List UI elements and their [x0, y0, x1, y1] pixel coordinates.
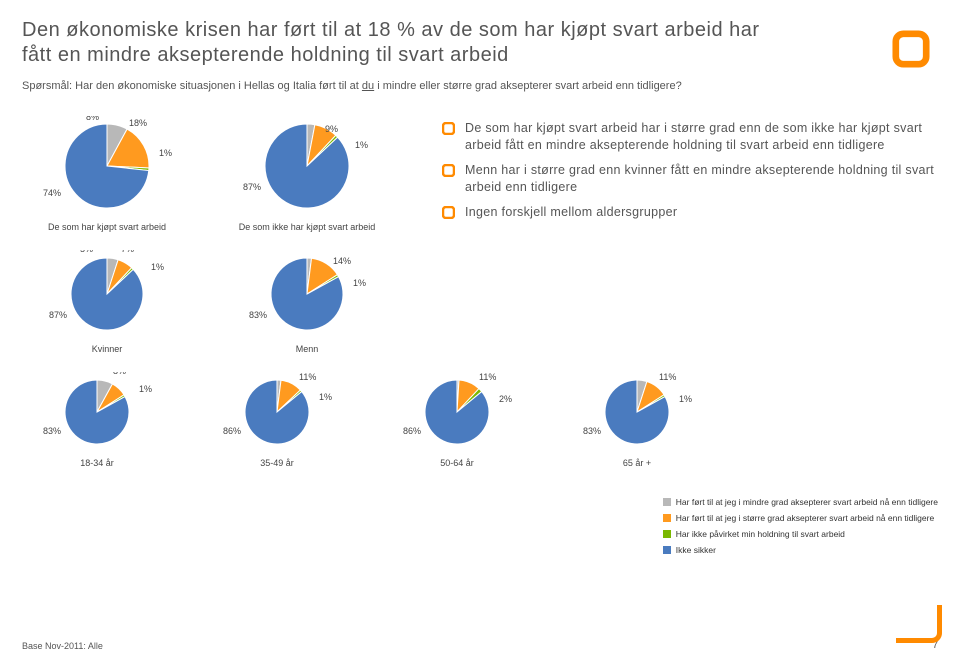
legend-item: Har ført til at jeg i mindre grad aksept…: [663, 497, 938, 507]
footer-note: Base Nov-2011: Alle: [22, 641, 103, 651]
legend-swatch: [663, 498, 671, 506]
brand-icon: [892, 30, 930, 68]
chart-column: 1%11%2%86%50-64 år: [382, 372, 532, 468]
bullet-list: De som har kjøpt svart arbeid har i stør…: [422, 116, 938, 228]
legend-label: Har ført til at jeg i mindre grad aksept…: [676, 497, 938, 507]
slice-label: 11%: [299, 372, 316, 382]
legend-item: Har ført til at jeg i større grad aksept…: [663, 513, 938, 523]
slice-label: 1%: [319, 392, 332, 402]
chart-caption: 65 år +: [623, 458, 651, 468]
bullet-text: Menn har i større grad enn kvinner fått …: [465, 162, 938, 196]
slice-label: 87%: [49, 310, 67, 320]
slice-label: 14%: [333, 256, 351, 266]
chart-caption: Menn: [296, 344, 319, 354]
chart-column: 2%11%1%86%35-49 år: [202, 372, 352, 468]
chart-caption: De som ikke har kjøpt svart arbeid: [239, 222, 376, 232]
pie-chart: 5% 7% 1% 87%: [36, 250, 178, 338]
slice-label: 1%: [139, 384, 152, 394]
slice-label: 11%: [659, 372, 676, 382]
slice-label: 1%: [679, 394, 692, 404]
slice-label: 5%: [80, 250, 93, 254]
chart-caption: Kvinner: [92, 344, 123, 354]
slice-label: 1%: [355, 140, 368, 150]
slice-label: 86%: [223, 426, 241, 436]
chart-caption: 50-64 år: [440, 458, 474, 468]
chart-row-2: 5%7%1%87%Kvinner2%14%1%83%Menn: [22, 250, 938, 354]
slice-label: 1%: [159, 148, 172, 158]
legend-swatch: [663, 514, 671, 522]
chart-caption: 18-34 år: [80, 458, 114, 468]
slice-label: 83%: [583, 426, 601, 436]
chart-column: 5% 7% 1% 87% Kvinner: [22, 250, 192, 354]
pie-chart: 8% 8% 1% 83%: [30, 372, 164, 452]
slice-label: 83%: [249, 310, 267, 320]
legend-item: Ikke sikker: [663, 545, 938, 555]
chart-row-1: 8% 18% 1% 74% De som har kjøpt svart arbeid 3…: [22, 116, 938, 232]
bullet-item: Ingen forskjell mellom aldersgrupper: [442, 204, 938, 221]
question-underlined: du: [362, 80, 374, 92]
slice-label: 8%: [72, 372, 85, 374]
slice-label: 74%: [43, 188, 61, 198]
legend-swatch: [663, 530, 671, 538]
question-prefix: Spørsmål: Har den økonomiske situasjonen…: [22, 80, 362, 92]
question-suffix: i mindre eller større grad aksepterer sv…: [374, 80, 682, 92]
question-text: Spørsmål: Har den økonomiske situasjonen…: [22, 80, 842, 92]
slice-label: 5%: [612, 372, 625, 374]
slice-label: 2%: [499, 394, 512, 404]
pie-chart: 1%11%2%86%: [390, 372, 524, 452]
slice-label: 86%: [403, 426, 421, 436]
pie-chart: 2%11%1%86%: [210, 372, 344, 452]
legend-label: Har ikke påvirket min holdning til svart…: [676, 529, 845, 539]
pie-chart: 5% 11% 1% 83%: [570, 372, 704, 452]
chart-caption: De som har kjøpt svart arbeid: [48, 222, 166, 232]
slice-label: 1%: [151, 262, 164, 272]
legend-label: Har ført til at jeg i større grad aksept…: [676, 513, 934, 523]
chart-column: 8% 18% 1% 74% De som har kjøpt svart arbeid: [22, 116, 192, 232]
chart-caption: 35-49 år: [260, 458, 294, 468]
legend: Har ført til at jeg i mindre grad aksept…: [663, 497, 938, 561]
slice-label: 3%: [300, 116, 313, 118]
pie-chart: 8% 18% 1% 74%: [30, 116, 184, 216]
legend-label: Ikke sikker: [676, 545, 716, 555]
chart-column: 5% 11% 1% 83% 65 år +: [562, 372, 712, 468]
legend-item: Har ikke påvirket min holdning til svart…: [663, 529, 938, 539]
legend-swatch: [663, 546, 671, 554]
slice-label: 1%: [353, 278, 366, 288]
slice-label: 9%: [325, 124, 338, 134]
pie-chart: 3% 9% 1% 87%: [230, 116, 384, 216]
page-title: Den økonomiske krisen har ført til at 18…: [22, 18, 782, 68]
slice-label: 8%: [113, 372, 126, 376]
slice-label: 8%: [86, 116, 99, 122]
corner-accent: [896, 605, 942, 643]
bullet-text: Ingen forskjell mellom aldersgrupper: [465, 204, 677, 221]
slice-label: 18%: [129, 118, 147, 128]
bullet-text: De som har kjøpt svart arbeid har i stør…: [465, 120, 938, 154]
slice-label: 87%: [243, 182, 261, 192]
pie-chart: 2%14%1%83%: [236, 250, 378, 338]
slice-label: 83%: [43, 426, 61, 436]
slice-label: 11%: [479, 372, 496, 382]
chart-column: 8% 8% 1% 83% 18-34 år: [22, 372, 172, 468]
chart-row-3: 8%8%1%83%18-34 år2%11%1%86%35-49 år1%11%…: [22, 372, 938, 468]
chart-column: 2%14%1%83%Menn: [222, 250, 392, 354]
chart-column: 3% 9% 1% 87% De som ikke har kjøpt svart arb…: [222, 116, 392, 232]
bullet-item: De som har kjøpt svart arbeid har i stør…: [442, 120, 938, 154]
slice-label: 7%: [121, 250, 134, 254]
bullet-item: Menn har i større grad enn kvinner fått …: [442, 162, 938, 196]
